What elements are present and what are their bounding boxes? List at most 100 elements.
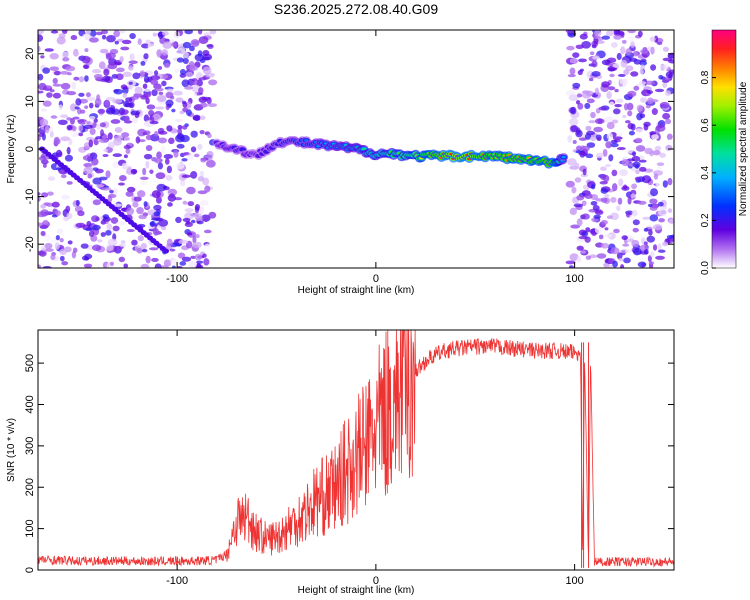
noise-blob: [68, 138, 73, 146]
noise-blob: [158, 219, 169, 227]
noise-blob: [66, 212, 73, 220]
noise-blob: [92, 199, 101, 206]
noise-blob: [637, 261, 647, 268]
noise-blob: [208, 79, 218, 86]
noise-blob: [659, 64, 669, 71]
noise-blob: [627, 196, 632, 205]
noise-blob: [175, 162, 185, 170]
noise-blob: [96, 94, 101, 102]
noise-blob: [59, 71, 70, 75]
noise-blob: [606, 91, 612, 100]
noise-blob: [200, 158, 207, 163]
noise-blob: [148, 247, 159, 251]
noise-blob: [78, 125, 84, 132]
noise-blob: [631, 239, 640, 248]
noise-blob: [650, 188, 659, 197]
noise-blob: [65, 65, 76, 72]
noise-blob: [140, 95, 148, 100]
noise-blob: [631, 209, 638, 217]
noise-blob: [161, 49, 168, 56]
noise-blob: [106, 223, 113, 231]
noise-blob: [590, 200, 598, 206]
noise-blob: [154, 70, 159, 76]
noise-blob: [198, 87, 204, 95]
noise-blob: [148, 109, 155, 117]
colorbar: [711, 29, 737, 269]
noise-blob: [637, 30, 643, 37]
noise-blob: [97, 239, 103, 243]
noise-blob: [146, 104, 156, 110]
noise-blob: [83, 64, 89, 69]
noise-blob: [196, 79, 203, 87]
noise-blob: [107, 63, 118, 70]
noise-blob: [143, 201, 148, 207]
noise-blob: [131, 117, 138, 124]
noise-blob: [71, 81, 77, 90]
x-tick-label: 100: [565, 575, 583, 587]
noise-blob: [650, 64, 657, 71]
y-tick-label: -20: [24, 236, 36, 252]
noise-blob: [209, 30, 217, 35]
y-tick-label: -10: [24, 189, 36, 205]
noise-blob: [124, 115, 130, 123]
noise-blob: [143, 75, 150, 83]
noise-blob: [654, 145, 662, 151]
noise-blob: [153, 211, 161, 217]
y-tick-label: 10: [24, 95, 36, 107]
noise-blob: [50, 115, 58, 119]
snr-axes: -100 0 100 0 100 200 300 400 500: [24, 330, 674, 587]
noise-blob: [59, 248, 67, 255]
noise-blob: [591, 70, 601, 77]
noise-blob: [572, 52, 580, 59]
noise-blob: [52, 83, 63, 87]
noise-blob: [55, 235, 60, 241]
noise-blob: [60, 82, 71, 90]
noise-blob: [38, 73, 44, 81]
noise-blob: [44, 125, 50, 134]
noise-blob: [198, 96, 208, 103]
noise-blob: [573, 203, 584, 208]
noise-blob: [568, 265, 574, 268]
noise-blob: [175, 97, 184, 103]
noise-blob: [161, 80, 167, 87]
noise-blob: [151, 257, 159, 263]
noise-blob: [581, 231, 589, 237]
noise-blob: [116, 67, 125, 73]
noise-blob: [75, 98, 82, 106]
noise-blob: [61, 261, 69, 266]
noise-blob: [66, 124, 73, 131]
noise-blob: [588, 77, 594, 82]
y-tick-label: 300: [24, 437, 36, 455]
noise-blob: [187, 201, 195, 207]
noise-blob: [45, 248, 54, 252]
snr-frame: [37, 329, 675, 571]
noise-blob: [61, 51, 69, 59]
noise-blob: [662, 46, 670, 52]
noise-blob: [657, 243, 662, 251]
noise-blob: [643, 241, 648, 246]
noise-blob: [155, 106, 165, 110]
noise-blob: [188, 260, 197, 268]
noise-blob: [38, 102, 44, 109]
noise-blob: [205, 159, 216, 168]
noise-blob: [38, 264, 42, 268]
noise-blob: [105, 170, 111, 178]
noise-blob: [600, 187, 609, 194]
noise-blob: [622, 114, 627, 119]
noise-blob: [175, 118, 183, 123]
noise-blob: [632, 219, 640, 226]
noise-blob: [662, 57, 673, 62]
noise-blob: [114, 61, 122, 66]
noise-blob: [580, 250, 587, 254]
noise-blob: [121, 132, 130, 138]
noise-blob: [74, 106, 80, 110]
noise-blob: [194, 203, 201, 211]
noise-blob: [71, 251, 77, 259]
noise-blob: [613, 30, 621, 37]
noise-blob: [40, 108, 48, 112]
noise-blob: [585, 153, 594, 159]
noise-blob: [201, 56, 211, 61]
y-tick-label: 200: [24, 478, 36, 496]
noise-blob: [665, 144, 673, 151]
